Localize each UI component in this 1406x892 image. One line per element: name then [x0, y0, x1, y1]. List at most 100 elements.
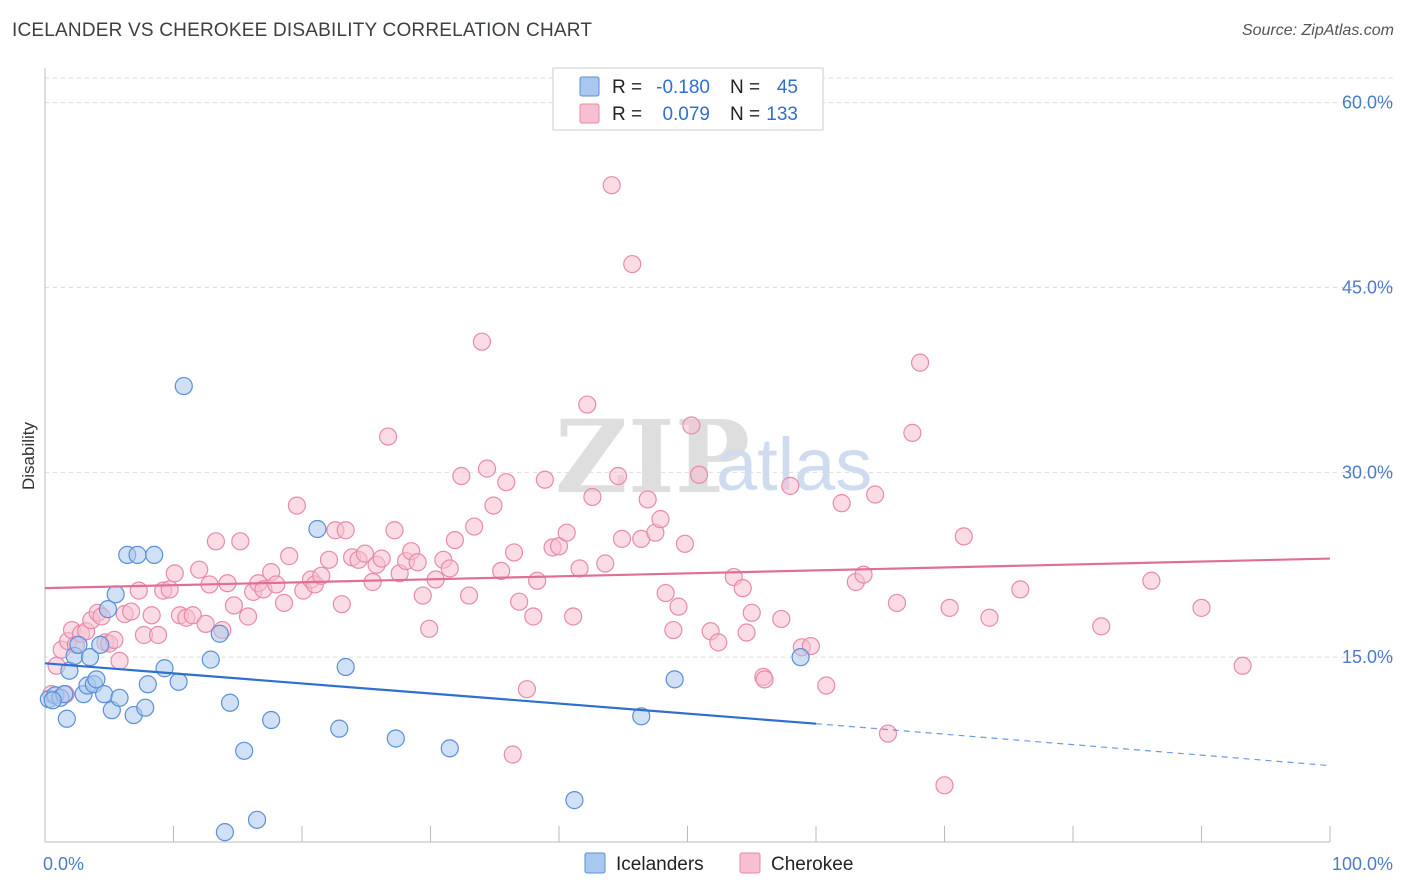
data-point [632, 707, 651, 726]
data-point [669, 597, 688, 616]
data-point [596, 554, 615, 573]
data-point [312, 566, 331, 585]
data-point [215, 823, 234, 842]
data-points [39, 176, 1252, 842]
y-tick-label: 60.0% [1342, 93, 1393, 113]
data-point [1142, 571, 1161, 590]
data-point [413, 586, 432, 605]
data-point [80, 648, 100, 667]
data-point [737, 623, 756, 642]
data-point [665, 670, 684, 689]
data-point [91, 635, 110, 654]
data-point [477, 459, 497, 478]
data-point [136, 698, 155, 717]
legend-label-cherokee: Cherokee [771, 854, 853, 875]
data-point [247, 810, 267, 829]
data-point [420, 619, 439, 638]
data-point [332, 595, 351, 614]
legend-label-icelanders: Icelanders [616, 854, 704, 875]
data-point [801, 636, 820, 656]
data-point [87, 670, 106, 689]
icelanders-trend-line [44, 662, 817, 725]
data-point [709, 633, 728, 652]
y-tick-label: 45.0% [1342, 277, 1393, 297]
data-point [201, 650, 220, 669]
data-point [940, 598, 959, 617]
cherokee-trend-line [44, 557, 1331, 590]
data-point [262, 710, 281, 730]
data-point [183, 606, 202, 625]
icelanders-trend-extension [815, 723, 1331, 767]
data-point [129, 581, 148, 600]
data-point [623, 254, 642, 274]
y-axis-label: Disability [19, 421, 38, 490]
data-point [363, 572, 382, 592]
legend-r-label: R = [612, 104, 642, 125]
chart-title: ICELANDER VS CHEROKEE DISABILITY CORRELA… [12, 20, 593, 41]
data-point [386, 729, 405, 748]
data-point [142, 606, 161, 625]
data-point [484, 496, 503, 515]
data-point [408, 553, 427, 572]
data-point [238, 607, 258, 626]
legend-r-value: 0.079 [662, 104, 710, 125]
data-point [651, 510, 670, 529]
data-point [128, 545, 147, 564]
source-label: Source: ZipAtlas.com [1241, 22, 1394, 39]
data-point [682, 416, 701, 435]
data-point [528, 571, 547, 590]
data-point [517, 680, 536, 699]
legend-swatch-cherokee [739, 852, 761, 874]
data-point [602, 176, 621, 195]
y-tick-label: 30.0% [1342, 462, 1393, 482]
data-point [440, 559, 459, 578]
data-point [565, 791, 584, 810]
x-tick-label: 100.0% [1332, 854, 1393, 874]
data-point [656, 583, 675, 603]
legend-swatch-icelanders [579, 76, 600, 97]
data-point [372, 549, 391, 568]
data-point [689, 465, 709, 484]
data-point [733, 579, 752, 598]
data-point [190, 560, 209, 579]
legend-r-value: -0.180 [656, 77, 710, 98]
data-point [1233, 656, 1252, 675]
data-point [535, 470, 554, 489]
data-point [336, 521, 355, 540]
data-point [524, 607, 543, 626]
data-point [440, 739, 459, 758]
tick-labels: 15.0% 30.0% 45.0% 60.0% 0.0% 100.0% [43, 93, 1393, 874]
data-point [492, 561, 511, 581]
data-point [169, 672, 188, 691]
data-point [832, 494, 851, 513]
data-point [336, 657, 355, 677]
data-point [57, 709, 76, 728]
x-tick-label: 0.0% [43, 854, 84, 874]
data-point [742, 603, 761, 622]
icelanders-points [39, 376, 810, 842]
data-point [772, 609, 791, 629]
legend-n-label: N = [730, 104, 760, 125]
data-point [196, 614, 215, 633]
axes [44, 68, 1331, 843]
data-point [165, 564, 184, 583]
data-point [231, 532, 250, 551]
data-point [472, 332, 491, 351]
data-point [1011, 580, 1030, 599]
data-point [145, 545, 164, 564]
data-point [557, 523, 576, 542]
data-point [69, 635, 88, 654]
data-point [781, 476, 800, 495]
data-point [878, 724, 898, 743]
data-point [308, 519, 327, 539]
data-point [980, 608, 999, 627]
data-point [664, 620, 683, 640]
data-point [935, 776, 954, 795]
data-point [612, 529, 632, 548]
data-point [174, 376, 193, 396]
data-point [504, 543, 524, 562]
data-point [910, 353, 930, 372]
data-point [549, 537, 569, 556]
data-point [210, 624, 229, 643]
data-point [445, 530, 465, 550]
